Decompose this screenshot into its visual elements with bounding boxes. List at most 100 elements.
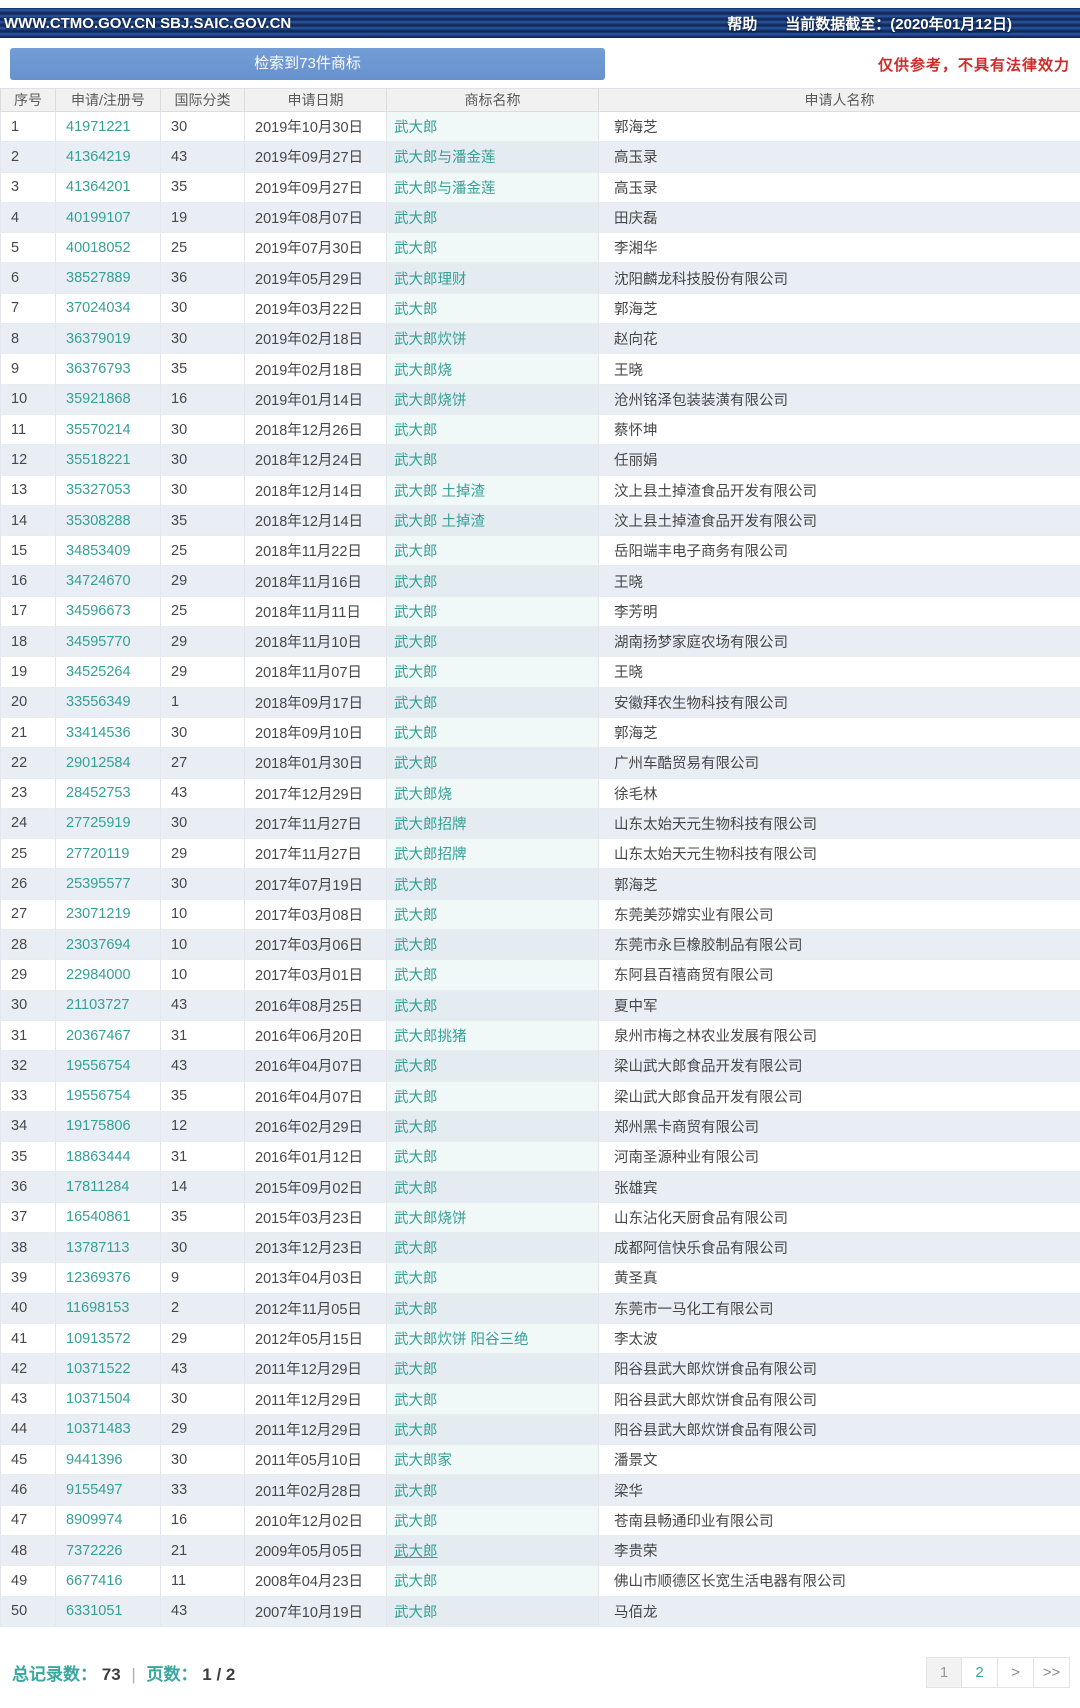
cell-trademark-name[interactable]: 武大郎 [386, 1474, 599, 1506]
cell-trademark-name[interactable]: 武大郎 [386, 1232, 599, 1264]
cell-reg-number[interactable]: 34596673 [55, 596, 161, 628]
cell-reg-number[interactable]: 37024034 [55, 293, 161, 325]
cell-trademark-name[interactable]: 武大郎 [386, 1383, 599, 1415]
cell-trademark-name[interactable]: 武大郎 [386, 990, 599, 1021]
cell-reg-number[interactable]: 19556754 [55, 1081, 161, 1112]
cell-reg-number[interactable]: 19556754 [55, 1050, 161, 1082]
cell-trademark-name[interactable]: 武大郎 [386, 202, 599, 234]
cell-reg-number[interactable]: 41364219 [55, 141, 161, 173]
cell-reg-number[interactable]: 36376793 [55, 353, 161, 385]
cell-trademark-name[interactable]: 武大郎 [386, 535, 599, 567]
cell-trademark-name[interactable]: 武大郎 土掉渣 [386, 475, 599, 506]
cell-trademark-name[interactable]: 武大郎与潘金莲 [386, 172, 599, 203]
cell-reg-number[interactable]: 21103727 [55, 990, 161, 1021]
cell-reg-number[interactable]: 17811284 [55, 1171, 161, 1203]
cell-reg-number[interactable]: 23037694 [55, 929, 161, 961]
cell-trademark-name[interactable]: 武大郎烧饼 [386, 384, 599, 415]
cell-trademark-name[interactable]: 武大郎 土掉渣 [386, 505, 599, 537]
last-page-button[interactable]: >> [1034, 1656, 1070, 1688]
cell-trademark-name[interactable]: 武大郎 [386, 1535, 599, 1567]
cell-reg-number[interactable]: 35921868 [55, 384, 161, 415]
cell-reg-number[interactable]: 16540861 [55, 1202, 161, 1233]
cell-trademark-name[interactable]: 武大郎炊饼 [386, 323, 599, 355]
cell-trademark-name[interactable]: 武大郎 [386, 1141, 599, 1173]
cell-reg-number[interactable]: 36379019 [55, 323, 161, 355]
cell-trademark-name[interactable]: 武大郎理财 [386, 262, 599, 294]
cell-trademark-name[interactable]: 武大郎 [386, 444, 599, 476]
cell-reg-number[interactable]: 40199107 [55, 202, 161, 234]
cell-reg-number[interactable]: 11698153 [55, 1293, 161, 1324]
cell-reg-number[interactable]: 10371522 [55, 1353, 161, 1385]
cell-trademark-name[interactable]: 武大郎 [386, 868, 599, 900]
cell-trademark-name[interactable]: 武大郎烧 [386, 778, 599, 809]
cell-reg-number[interactable]: 22984000 [55, 959, 161, 991]
cell-reg-number[interactable]: 6677416 [55, 1565, 161, 1597]
cell-reg-number[interactable]: 10371483 [55, 1414, 161, 1446]
cell-reg-number[interactable]: 35308288 [55, 505, 161, 537]
cell-trademark-name[interactable]: 武大郎挑猪 [386, 1020, 599, 1052]
cell-trademark-name[interactable]: 武大郎 [386, 1171, 599, 1203]
cell-reg-number[interactable]: 33414536 [55, 717, 161, 749]
cell-trademark-name[interactable]: 武大郎 [386, 656, 599, 688]
cell-trademark-name[interactable]: 武大郎 [386, 1353, 599, 1385]
cell-reg-number[interactable]: 10913572 [55, 1323, 161, 1355]
cell-reg-number[interactable]: 9155497 [55, 1474, 161, 1506]
cell-reg-number[interactable]: 23071219 [55, 899, 161, 931]
cell-reg-number[interactable]: 27725919 [55, 808, 161, 840]
cell-trademark-name[interactable]: 武大郎 [386, 1262, 599, 1294]
cell-trademark-name[interactable]: 武大郎 [386, 293, 599, 325]
cell-reg-number[interactable]: 13787113 [55, 1232, 161, 1264]
cell-reg-number[interactable]: 38527889 [55, 262, 161, 294]
cell-trademark-name[interactable]: 武大郎 [386, 565, 599, 597]
page-2-button[interactable]: 2 [962, 1656, 998, 1688]
cell-reg-number[interactable]: 35570214 [55, 414, 161, 446]
cell-reg-number[interactable]: 34595770 [55, 626, 161, 658]
cell-reg-number[interactable]: 6331051 [55, 1596, 161, 1627]
cell-trademark-name[interactable]: 武大郎 [386, 1293, 599, 1324]
cell-trademark-name[interactable]: 武大郎 [386, 899, 599, 931]
cell-trademark-name[interactable]: 武大郎 [386, 717, 599, 749]
next-page-button[interactable]: > [998, 1656, 1034, 1688]
cell-trademark-name[interactable]: 武大郎 [386, 1596, 599, 1627]
cell-trademark-name[interactable]: 武大郎 [386, 626, 599, 658]
cell-trademark-name[interactable]: 武大郎 [386, 232, 599, 264]
cell-reg-number[interactable]: 33556349 [55, 687, 161, 718]
page-1-button[interactable]: 1 [926, 1656, 962, 1688]
cell-trademark-name[interactable]: 武大郎 [386, 687, 599, 718]
cell-reg-number[interactable]: 10371504 [55, 1383, 161, 1415]
cell-reg-number[interactable]: 27720119 [55, 838, 161, 870]
cell-trademark-name[interactable]: 武大郎招牌 [386, 838, 599, 870]
cell-trademark-name[interactable]: 武大郎 [386, 1111, 599, 1143]
cell-trademark-name[interactable]: 武大郎 [386, 414, 599, 446]
cell-reg-number[interactable]: 29012584 [55, 747, 161, 779]
cell-reg-number[interactable]: 28452753 [55, 778, 161, 809]
cell-reg-number[interactable]: 40018052 [55, 232, 161, 264]
cell-reg-number[interactable]: 41971221 [55, 111, 161, 143]
cell-reg-number[interactable]: 7372226 [55, 1535, 161, 1567]
cell-trademark-name[interactable]: 武大郎 [386, 596, 599, 628]
result-count-button[interactable]: 检索到73件商标 [10, 48, 605, 80]
cell-trademark-name[interactable]: 武大郎烧 [386, 353, 599, 385]
cell-trademark-name[interactable]: 武大郎烧饼 [386, 1202, 599, 1233]
cell-trademark-name[interactable]: 武大郎家 [386, 1444, 599, 1476]
cell-reg-number[interactable]: 9441396 [55, 1444, 161, 1476]
cell-reg-number[interactable]: 34724670 [55, 565, 161, 597]
cell-trademark-name[interactable]: 武大郎 [386, 747, 599, 779]
cell-trademark-name[interactable]: 武大郎 [386, 1505, 599, 1536]
cell-reg-number[interactable]: 35518221 [55, 444, 161, 476]
cell-reg-number[interactable]: 34525264 [55, 656, 161, 688]
cell-trademark-name[interactable]: 武大郎与潘金莲 [386, 141, 599, 173]
cell-trademark-name[interactable]: 武大郎炊饼 阳谷三绝 [386, 1323, 599, 1355]
cell-reg-number[interactable]: 18863444 [55, 1141, 161, 1173]
cell-trademark-name[interactable]: 武大郎 [386, 929, 599, 961]
cell-reg-number[interactable]: 8909974 [55, 1505, 161, 1536]
cell-trademark-name[interactable]: 武大郎 [386, 959, 599, 991]
cell-reg-number[interactable]: 34853409 [55, 535, 161, 567]
cell-reg-number[interactable]: 20367467 [55, 1020, 161, 1052]
cell-reg-number[interactable]: 25395577 [55, 868, 161, 900]
cell-reg-number[interactable]: 12369376 [55, 1262, 161, 1294]
cell-reg-number[interactable]: 41364201 [55, 172, 161, 203]
cell-reg-number[interactable]: 19175806 [55, 1111, 161, 1143]
cell-reg-number[interactable]: 35327053 [55, 475, 161, 506]
cell-trademark-name[interactable]: 武大郎 [386, 1414, 599, 1446]
